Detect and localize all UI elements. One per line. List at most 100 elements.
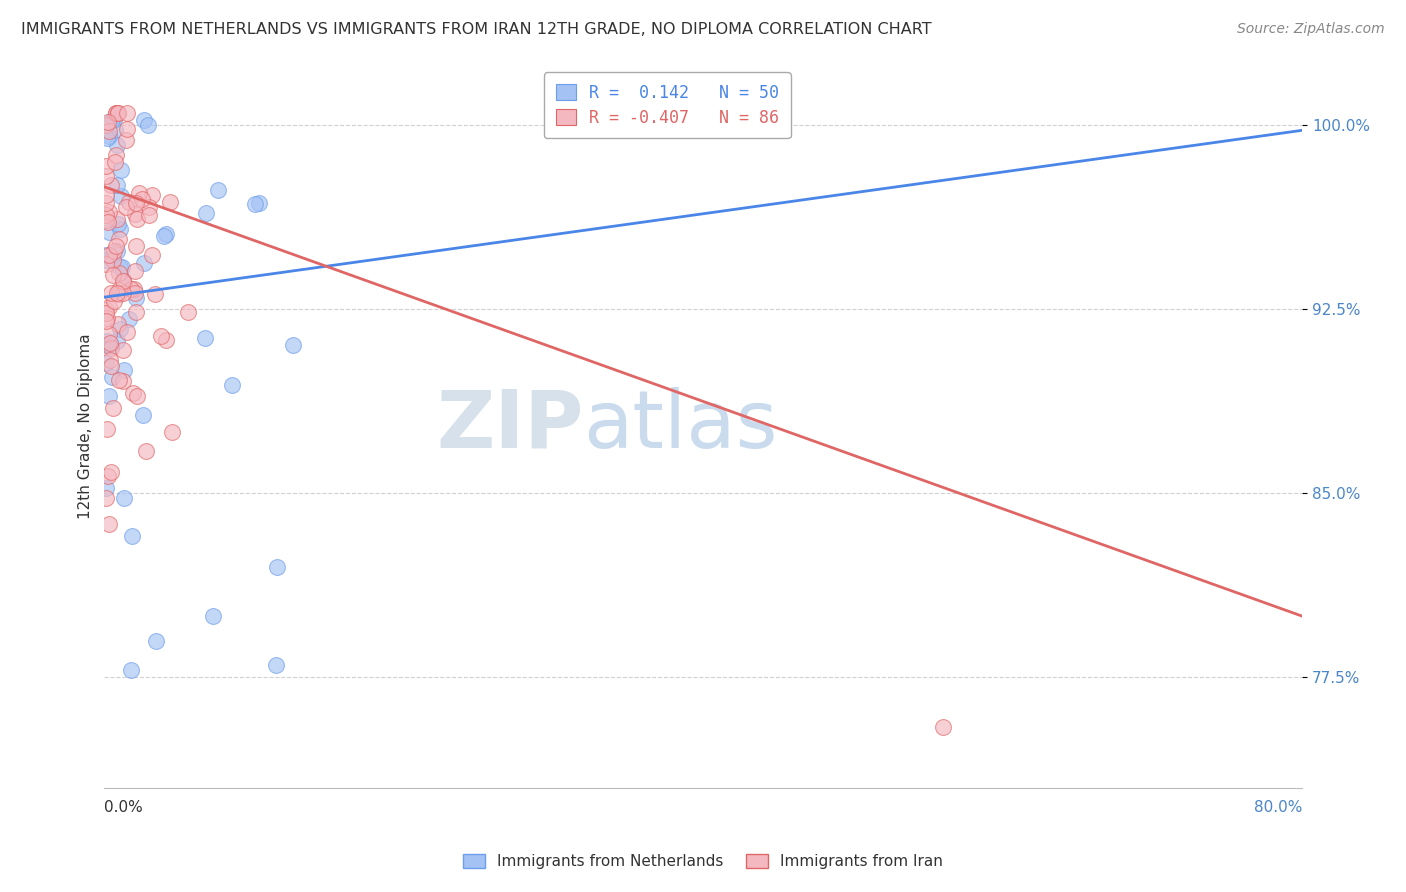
Point — [136, 118, 159, 132]
Point — [100, 339, 122, 353]
Point — [111, 343, 134, 358]
Point — [94, 187, 117, 202]
Point — [94, 212, 117, 227]
Point — [104, 238, 127, 252]
Point — [94, 248, 117, 262]
Point — [112, 491, 135, 506]
Point — [97, 327, 120, 342]
Point — [96, 422, 118, 436]
Point — [111, 260, 134, 274]
Point — [94, 118, 117, 132]
Point — [94, 491, 117, 505]
Point — [108, 266, 131, 280]
Point — [94, 481, 117, 495]
Point — [94, 356, 117, 370]
Point — [108, 322, 131, 336]
Point — [138, 208, 160, 222]
Point — [94, 209, 117, 223]
Point — [207, 183, 229, 197]
Point — [94, 302, 117, 317]
Point — [108, 232, 131, 246]
Point — [105, 178, 128, 192]
Point — [112, 276, 135, 290]
Point — [264, 658, 287, 673]
Point — [124, 264, 146, 278]
Point — [115, 325, 138, 339]
Point — [105, 106, 128, 120]
Point — [118, 194, 141, 209]
Point — [107, 286, 129, 301]
Point — [105, 211, 128, 226]
Point — [122, 282, 145, 296]
Point — [266, 560, 288, 574]
Text: Source: ZipAtlas.com: Source: ZipAtlas.com — [1237, 22, 1385, 37]
Point — [105, 244, 128, 258]
Point — [125, 305, 148, 319]
Point — [107, 217, 129, 231]
Point — [134, 256, 156, 270]
Point — [118, 311, 141, 326]
Point — [107, 373, 129, 387]
Point — [104, 123, 127, 137]
Point — [97, 123, 120, 137]
Point — [97, 469, 120, 483]
Point — [131, 192, 153, 206]
Point — [125, 196, 148, 211]
Text: IMMIGRANTS FROM NETHERLANDS VS IMMIGRANTS FROM IRAN 12TH GRADE, NO DIPLOMA CORRE: IMMIGRANTS FROM NETHERLANDS VS IMMIGRANT… — [21, 22, 932, 37]
Point — [105, 138, 128, 153]
Point — [101, 253, 124, 268]
Point — [121, 529, 143, 543]
Point — [115, 200, 138, 214]
Point — [103, 294, 125, 309]
Point — [94, 169, 117, 183]
Point — [125, 291, 148, 305]
Point — [114, 133, 136, 147]
Point — [201, 609, 224, 624]
Point — [103, 113, 125, 128]
Point — [100, 285, 122, 300]
Point — [110, 189, 132, 203]
Point — [247, 195, 270, 210]
Point — [221, 378, 243, 392]
Point — [101, 113, 124, 128]
Point — [124, 285, 146, 300]
Point — [159, 195, 181, 210]
Y-axis label: 12th Grade, No Diploma: 12th Grade, No Diploma — [79, 334, 93, 519]
Point — [96, 159, 118, 173]
Point — [107, 287, 129, 301]
Point — [177, 305, 200, 319]
Point — [110, 163, 132, 178]
Point — [134, 444, 156, 458]
Point — [153, 229, 176, 244]
Point — [107, 106, 129, 120]
Point — [97, 129, 120, 144]
Point — [115, 106, 138, 120]
Point — [105, 334, 128, 348]
Point — [245, 197, 267, 211]
Point — [141, 188, 163, 202]
Point — [111, 374, 134, 388]
Point — [108, 283, 131, 297]
Point — [141, 248, 163, 262]
Point — [98, 517, 121, 532]
Point — [281, 338, 304, 352]
Point — [112, 273, 135, 287]
Point — [155, 333, 177, 347]
Point — [94, 195, 117, 210]
Point — [97, 301, 120, 315]
Point — [108, 260, 131, 274]
Point — [132, 409, 155, 423]
Point — [100, 466, 122, 480]
Point — [125, 211, 148, 226]
Point — [932, 720, 955, 734]
Point — [120, 281, 142, 295]
Point — [97, 248, 120, 262]
Point — [94, 305, 117, 319]
Text: ZIP: ZIP — [436, 387, 583, 465]
Point — [100, 178, 122, 193]
Point — [94, 252, 117, 267]
Point — [150, 328, 173, 343]
Point — [107, 317, 129, 331]
Point — [120, 663, 142, 677]
Point — [97, 215, 120, 229]
